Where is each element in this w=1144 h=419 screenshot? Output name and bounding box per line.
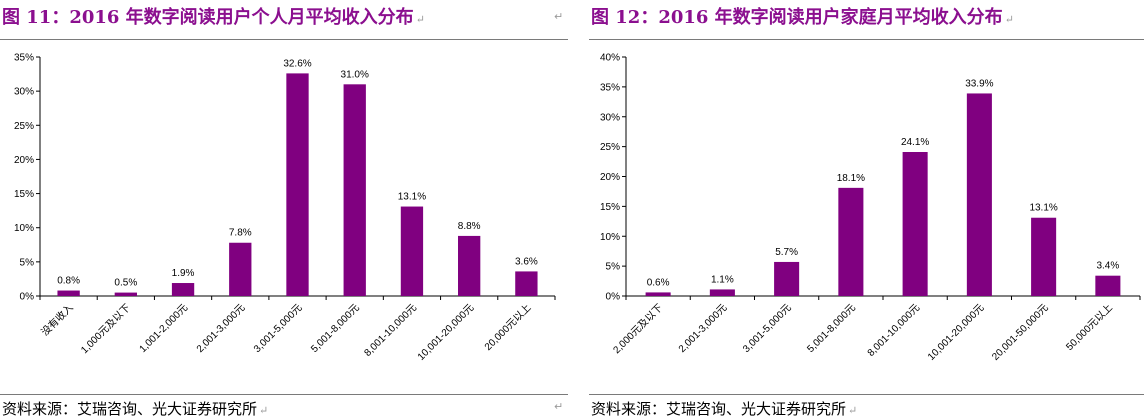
bar bbox=[645, 292, 671, 296]
figure-title: 图 11：2016 年数字阅读用户个人月平均收入分布 ↵ bbox=[2, 7, 425, 28]
y-tick-label: 15% bbox=[600, 202, 620, 213]
y-tick-label: 20% bbox=[600, 172, 620, 183]
y-tick-label: 10% bbox=[600, 232, 620, 243]
bar bbox=[838, 187, 864, 296]
bar bbox=[902, 152, 928, 296]
category-label: 8,001-10,000元 bbox=[363, 302, 420, 359]
data-label: 5.7% bbox=[775, 247, 798, 258]
bar bbox=[229, 242, 252, 296]
data-label: 1.1% bbox=[711, 274, 734, 285]
data-label: 7.8% bbox=[229, 228, 252, 239]
figure-title: 图 12：2016 年数字阅读用户家庭月平均收入分布 ↵ bbox=[591, 7, 1014, 28]
category-label: 50,000元以上 bbox=[1064, 302, 1115, 353]
category-label: 2,000元及以下 bbox=[611, 302, 665, 356]
bar bbox=[286, 73, 309, 296]
data-label: 31.0% bbox=[341, 69, 369, 80]
bar bbox=[114, 292, 137, 296]
paragraph-mark: ↵ bbox=[554, 400, 564, 413]
data-label: 3.6% bbox=[515, 256, 538, 267]
y-tick-label: 25% bbox=[14, 121, 34, 132]
category-label: 2,001-3,000元 bbox=[677, 302, 730, 355]
category-label: 1,000元及以下 bbox=[78, 302, 132, 356]
bar bbox=[709, 289, 735, 296]
y-tick-label: 30% bbox=[14, 87, 34, 98]
data-label: 0.5% bbox=[114, 278, 137, 289]
category-label: 3,001-5,000元 bbox=[252, 302, 305, 355]
data-label: 3.4% bbox=[1096, 261, 1119, 272]
bar bbox=[515, 271, 538, 296]
category-label: 8,001-10,000元 bbox=[866, 302, 923, 359]
data-label: 18.1% bbox=[837, 173, 865, 184]
data-label: 24.1% bbox=[901, 137, 929, 148]
source-note: 资料来源：艾瑞咨询、光大证券研究所 ↵ bbox=[2, 400, 269, 418]
y-tick-label: 5% bbox=[606, 262, 621, 273]
top-rule bbox=[0, 39, 568, 40]
source-note: 资料来源：艾瑞咨询、光大证券研究所 ↵ bbox=[591, 400, 858, 418]
data-label: 1.9% bbox=[172, 268, 195, 279]
category-label: 10,001-20,000元 bbox=[926, 302, 986, 362]
category-label: 20,000元以上 bbox=[482, 302, 533, 353]
bar bbox=[400, 206, 424, 296]
bar bbox=[458, 235, 481, 296]
bar bbox=[57, 290, 80, 296]
category-label: 3,001-5,000元 bbox=[741, 302, 794, 355]
data-label: 33.9% bbox=[965, 78, 993, 89]
category-label: 2,001-3,000元 bbox=[195, 302, 248, 355]
top-rule bbox=[589, 39, 1144, 40]
bar bbox=[1031, 217, 1057, 296]
data-label: 13.1% bbox=[1029, 203, 1057, 214]
bar-chart-right: 0% 5% 10% 15% 20% 25% 30% 35% 40% 0.6% 2,000元及以下 1.… bbox=[600, 53, 1141, 363]
y-tick-label: 20% bbox=[14, 155, 34, 166]
category-label: 1,001-2,000元 bbox=[138, 302, 191, 355]
data-label: 0.8% bbox=[57, 276, 80, 287]
y-tick-label: 40% bbox=[600, 53, 620, 64]
chart-panel-right: 图 12：2016 年数字阅读用户家庭月平均收入分布 ↵ 0% 5% 10% 15% 20… bbox=[589, 0, 1144, 418]
category-label: 5,001-8,000元 bbox=[309, 302, 362, 355]
y-tick-label: 15% bbox=[14, 189, 34, 200]
bar bbox=[171, 283, 195, 296]
y-tick-label: 35% bbox=[14, 53, 34, 64]
bar bbox=[1095, 275, 1121, 296]
chart-panel-left: 图 11：2016 年数字阅读用户个人月平均收入分布 ↵ ↵ 0% 5% 10% 15%… bbox=[0, 0, 568, 418]
paragraph-mark: ↵ bbox=[554, 10, 564, 23]
bar bbox=[966, 93, 992, 296]
y-tick-label: 0% bbox=[20, 292, 35, 303]
bar bbox=[343, 84, 366, 296]
bottom-rule bbox=[589, 394, 1144, 395]
category-label: 5,001-8,000元 bbox=[805, 302, 858, 355]
bar-chart-left: 0% 5% 10% 15% 20% 25% 30% 35% 0.8% 没有收入 0.5% 1,000元… bbox=[14, 53, 556, 363]
category-label: 20,001-50,000元 bbox=[990, 302, 1050, 362]
y-tick-label: 0% bbox=[606, 292, 621, 303]
category-label: 没有收入 bbox=[38, 301, 75, 338]
y-tick-label: 25% bbox=[600, 142, 620, 153]
data-label: 32.6% bbox=[283, 58, 311, 69]
y-tick-label: 30% bbox=[600, 112, 620, 123]
data-label: 8.8% bbox=[458, 221, 481, 232]
data-label: 0.6% bbox=[647, 277, 670, 288]
category-label: 10,001-20,000元 bbox=[416, 302, 476, 362]
y-tick-label: 35% bbox=[600, 82, 620, 93]
bottom-rule bbox=[0, 394, 568, 395]
y-tick-label: 5% bbox=[20, 257, 35, 268]
bar bbox=[774, 261, 800, 296]
data-label: 13.1% bbox=[398, 192, 426, 203]
y-tick-label: 10% bbox=[14, 223, 34, 234]
